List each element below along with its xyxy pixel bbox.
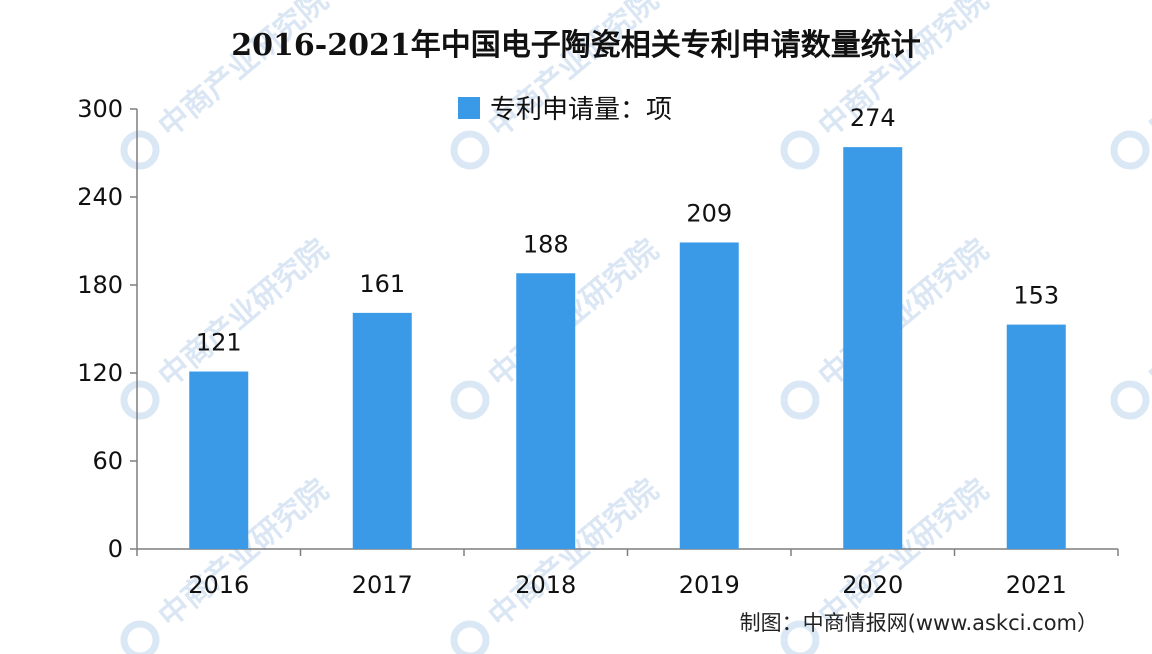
y-tick-label: 240 xyxy=(77,183,123,211)
x-tick-label: 2020 xyxy=(842,571,903,599)
bar xyxy=(1006,324,1066,549)
watermark-logo-icon xyxy=(450,620,490,654)
x-tick-label: 2021 xyxy=(1006,571,1067,599)
watermark-text: 中商产业研究院 xyxy=(1142,233,1152,395)
x-axis: 2016 2017 2018 2019 2020 2021 xyxy=(136,548,1119,599)
watermark-logo-icon xyxy=(120,620,160,654)
watermark: 中商产业研究院 xyxy=(120,0,335,170)
watermark-logo-icon xyxy=(120,130,160,170)
watermark: 中商产业研究院 xyxy=(1110,0,1152,170)
source-note: 制图：中商情报网(www.askci.com） xyxy=(740,611,1098,635)
x-tick-label: 2019 xyxy=(679,571,740,599)
data-labels: 121 161 188 209 274 153 xyxy=(196,104,1059,356)
watermark-text: 中商产业研究院 xyxy=(1142,0,1152,145)
watermark-logo-icon xyxy=(780,620,820,654)
legend-label: 专利申请量：项 xyxy=(490,95,672,125)
legend: 专利申请量：项 xyxy=(458,95,672,125)
watermark-logo-icon xyxy=(450,380,490,420)
watermark-logo-icon xyxy=(450,130,490,170)
watermark-logo-icon xyxy=(1110,130,1150,170)
y-axis: 0 60 120 180 240 300 xyxy=(77,95,138,563)
x-tick-label: 2017 xyxy=(352,571,413,599)
watermark-logo-icon xyxy=(1110,380,1150,420)
data-label: 161 xyxy=(359,270,405,298)
chart-title: 2016-2021年中国电子陶瓷相关专利申请数量统计 xyxy=(231,28,920,63)
watermark-logo-icon xyxy=(780,380,820,420)
watermark-text: 中商产业研究院 xyxy=(152,0,335,145)
y-tick-label: 180 xyxy=(77,271,123,299)
watermark-logo-icon xyxy=(780,130,820,170)
watermark: 中商产业研究院 xyxy=(450,0,665,170)
watermark-logo-icon xyxy=(120,380,160,420)
data-label: 188 xyxy=(523,230,569,258)
watermark-text: 中商产业研究院 xyxy=(152,233,335,395)
watermark-text: 中商产业研究院 xyxy=(812,233,995,395)
data-label: 121 xyxy=(196,329,242,357)
bar xyxy=(843,147,903,549)
data-label: 274 xyxy=(850,104,896,132)
bars xyxy=(189,147,1066,549)
x-tick-label: 2018 xyxy=(515,571,576,599)
data-label: 209 xyxy=(686,199,732,227)
watermark-text: 中商产业研究院 xyxy=(812,0,995,145)
bar xyxy=(189,371,249,549)
x-tick-label: 2016 xyxy=(188,571,249,599)
watermark: 中商产业研究院 xyxy=(1110,233,1152,420)
y-tick-label: 0 xyxy=(108,535,123,563)
data-label: 153 xyxy=(1013,282,1059,310)
bar xyxy=(516,273,576,549)
bar xyxy=(679,242,739,549)
y-tick-label: 60 xyxy=(92,447,123,475)
legend-swatch xyxy=(458,97,480,119)
y-tick-label: 120 xyxy=(77,359,123,387)
y-tick-label: 300 xyxy=(77,95,123,123)
bar xyxy=(352,312,412,549)
